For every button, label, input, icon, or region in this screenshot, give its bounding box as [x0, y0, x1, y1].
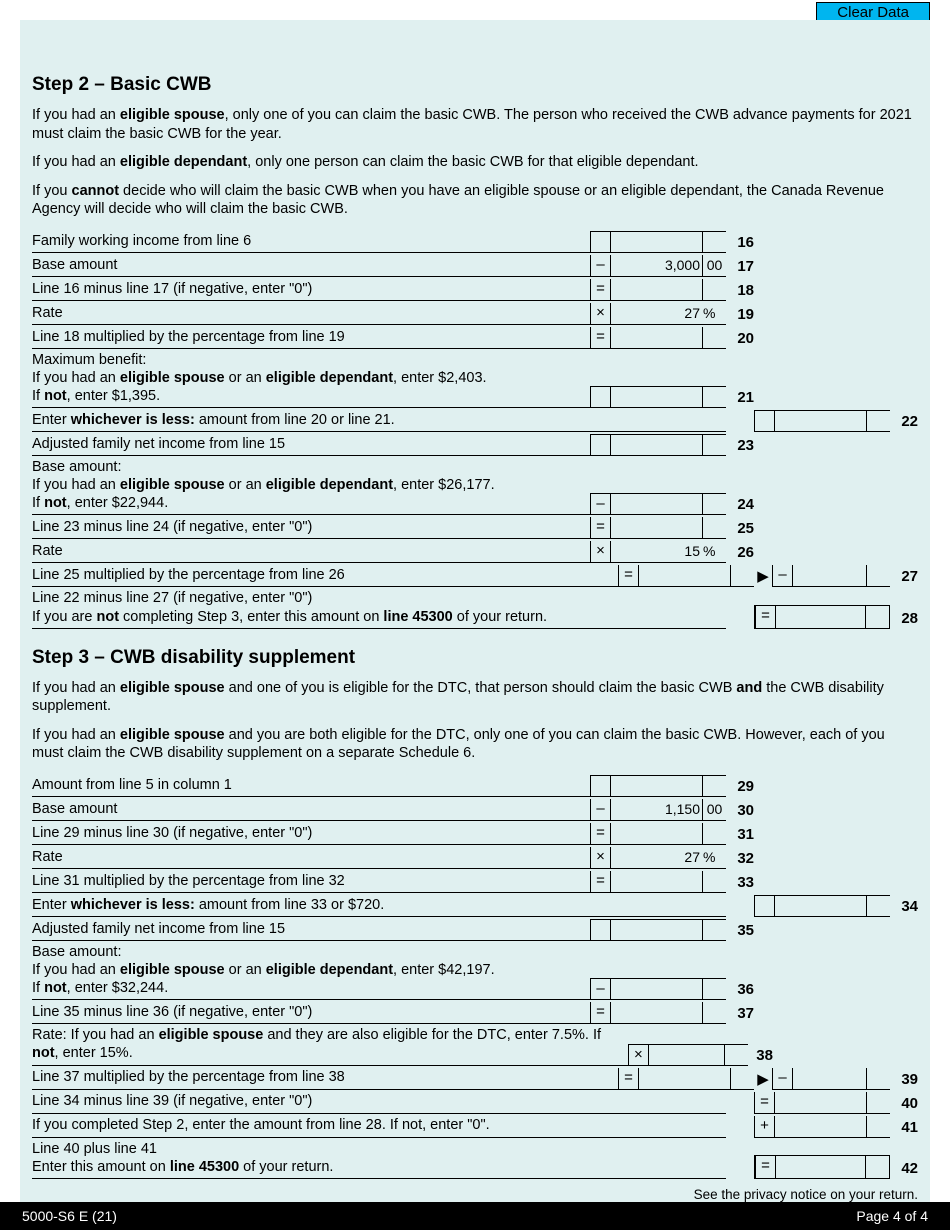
line22-label: Enter whichever is less: amount from lin…	[32, 409, 590, 432]
line18-box[interactable]: =	[590, 279, 726, 301]
line35-label: Adjusted family net income from line 15	[32, 918, 590, 941]
line19-label: Rate	[32, 302, 590, 325]
line42-label: Line 40 plus line 41 Enter this amount o…	[32, 1138, 590, 1179]
line39-box-a[interactable]: =	[618, 1068, 754, 1090]
line39-box-b[interactable]: –	[772, 1068, 890, 1090]
step3-para2: If you had an eligible spouse and you ar…	[32, 726, 918, 763]
line24-box[interactable]: –	[590, 493, 726, 515]
form-page: Step 2 – Basic CWB If you had an eligibl…	[20, 20, 930, 1216]
line33-box[interactable]: =	[590, 871, 726, 893]
line31-label: Line 29 minus line 30 (if negative, ente…	[32, 822, 590, 845]
privacy-notice: See the privacy notice on your return.	[32, 1187, 918, 1202]
step3-grid: Amount from line 5 in column 1 29 Base a…	[32, 773, 918, 1179]
line28-label: Line 22 minus line 27 (if negative, ente…	[32, 587, 590, 628]
step2-grid: Family working income from line 6 16 Bas…	[32, 229, 918, 629]
arrow-icon: ▶	[754, 567, 772, 587]
line27-label: Line 25 multiplied by the percentage fro…	[32, 564, 618, 587]
line33-label: Line 31 multiplied by the percentage fro…	[32, 870, 590, 893]
line29-box[interactable]	[590, 775, 726, 797]
line41-box[interactable]: +	[754, 1116, 890, 1138]
line21-label: Maximum benefit: If you had an eligible …	[32, 349, 590, 408]
line24-label: Base amount: If you had an eligible spou…	[32, 456, 590, 515]
line34-label: Enter whichever is less: amount from lin…	[32, 894, 590, 917]
line41-label: If you completed Step 2, enter the amoun…	[32, 1114, 590, 1137]
line42-box[interactable]: =	[754, 1155, 890, 1179]
line40-label: Line 34 minus line 39 (if negative, ente…	[32, 1090, 590, 1113]
line32-label: Rate	[32, 846, 590, 869]
line34-box[interactable]	[754, 895, 890, 917]
line17-box: –3,00000	[590, 255, 726, 277]
line30-label: Base amount	[32, 798, 590, 821]
line27-box-a[interactable]: =	[618, 565, 754, 587]
line29-label: Amount from line 5 in column 1	[32, 774, 590, 797]
line18-label: Line 16 minus line 17 (if negative, ente…	[32, 278, 590, 301]
line17-label: Base amount	[32, 254, 590, 277]
line31-box[interactable]: =	[590, 823, 726, 845]
step3-title: Step 3 – CWB disability supplement	[32, 647, 918, 669]
line26-label: Rate	[32, 540, 590, 563]
line32-box: ×27%	[590, 847, 726, 869]
line22-box[interactable]	[754, 410, 890, 432]
line25-box[interactable]: =	[590, 517, 726, 539]
line36-box[interactable]: –	[590, 978, 726, 1000]
line23-label: Adjusted family net income from line 15	[32, 433, 590, 456]
line37-label: Line 35 minus line 36 (if negative, ente…	[32, 1001, 590, 1024]
step2-para2: If you had an eligible dependant, only o…	[32, 153, 918, 172]
step2-para3: If you cannot decide who will claim the …	[32, 182, 918, 219]
line38-box[interactable]: ×	[628, 1044, 748, 1066]
line36-label: Base amount: If you had an eligible spou…	[32, 941, 590, 1000]
page-number: Page 4 of 4	[856, 1208, 928, 1224]
step3-para1: If you had an eligible spouse and one of…	[32, 679, 918, 716]
line20-label: Line 18 multiplied by the percentage fro…	[32, 326, 590, 349]
page-footer: 5000-S6 E (21) Page 4 of 4	[0, 1202, 950, 1230]
line35-box[interactable]	[590, 919, 726, 941]
line30-box: –1,15000	[590, 799, 726, 821]
line40-box[interactable]: =	[754, 1092, 890, 1114]
line27-box-b[interactable]: –	[772, 565, 890, 587]
line28-box[interactable]: =	[754, 605, 890, 629]
form-number: 5000-S6 E (21)	[22, 1208, 117, 1224]
line19-box: ×27%	[590, 303, 726, 325]
line25-label: Line 23 minus line 24 (if negative, ente…	[32, 516, 590, 539]
step2-title: Step 2 – Basic CWB	[32, 38, 918, 96]
line39-label: Line 37 multiplied by the percentage fro…	[32, 1066, 618, 1089]
line16-box[interactable]	[590, 231, 726, 253]
line20-box[interactable]: =	[590, 327, 726, 349]
line23-box[interactable]	[590, 434, 726, 456]
arrow-icon: ▶	[754, 1070, 772, 1090]
line21-box[interactable]	[590, 386, 726, 408]
step2-para1: If you had an eligible spouse, only one …	[32, 106, 918, 143]
line26-box: ×15%	[590, 541, 726, 563]
line16-label: Family working income from line 6	[32, 230, 590, 253]
line37-box[interactable]: =	[590, 1002, 726, 1024]
line38-label: Rate: If you had an eligible spouse and …	[32, 1024, 628, 1065]
